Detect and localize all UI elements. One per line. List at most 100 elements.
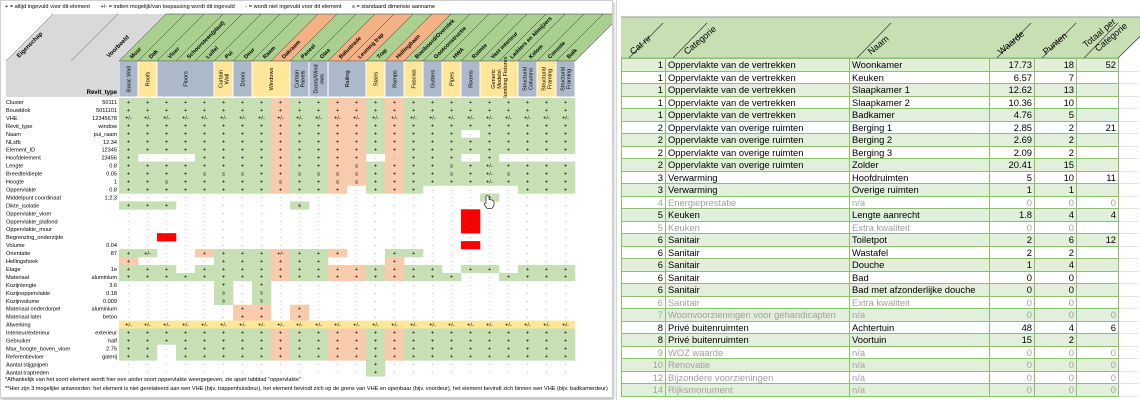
empty-cell[interactable]: [1118, 271, 1139, 284]
naam-cell[interactable]: n/a: [849, 345, 990, 359]
totaal-cell[interactable]: [1076, 258, 1119, 272]
waarde-cell[interactable]: 20.41: [989, 158, 1035, 172]
naam-cell[interactable]: Voortuin: [849, 333, 990, 347]
categorie-cell[interactable]: Privé buitenruimten: [665, 320, 850, 334]
empty-cell[interactable]: [1118, 146, 1139, 159]
categorie-cell[interactable]: WOZ waarde: [665, 345, 850, 359]
categorie-cell[interactable]: Oppervlakte van overige ruimten: [665, 120, 850, 134]
cat-nr-cell[interactable]: 12: [621, 370, 666, 384]
waarde-cell[interactable]: 0: [989, 308, 1035, 322]
totaal-cell[interactable]: 0: [1076, 195, 1119, 209]
empty-cell[interactable]: [1118, 158, 1139, 172]
cat-nr-cell[interactable]: 2: [621, 145, 666, 159]
punten-cell[interactable]: 10: [1034, 170, 1077, 184]
naam-cell[interactable]: Slaapkamer 1: [849, 83, 990, 97]
cat-nr-cell[interactable]: 2: [621, 133, 666, 147]
punten-cell[interactable]: 5: [1034, 108, 1077, 122]
waarde-cell[interactable]: 2.09: [989, 145, 1035, 159]
naam-cell[interactable]: Badkamer: [849, 108, 990, 122]
categorie-cell[interactable]: Verwarming: [665, 170, 850, 184]
punten-cell[interactable]: 6: [1034, 233, 1077, 247]
naam-cell[interactable]: n/a: [849, 195, 990, 209]
categorie-cell[interactable]: Sanitair: [665, 233, 850, 247]
empty-cell[interactable]: [1118, 358, 1139, 372]
empty-cell[interactable]: [1118, 383, 1139, 397]
waarde-cell[interactable]: 0: [989, 270, 1035, 284]
waarde-cell[interactable]: 1.8: [989, 208, 1035, 222]
empty-cell[interactable]: [1118, 83, 1139, 97]
totaal-cell[interactable]: 6: [1076, 320, 1119, 334]
totaal-cell[interactable]: 0: [1076, 308, 1119, 322]
waarde-cell[interactable]: 1: [989, 183, 1035, 197]
empty-cell[interactable]: [1118, 171, 1139, 184]
totaal-cell[interactable]: 0: [1076, 345, 1119, 359]
cat-nr-cell[interactable]: 1: [621, 58, 666, 72]
cat-nr-cell[interactable]: 6: [621, 295, 666, 309]
categorie-cell[interactable]: Sanitair: [665, 295, 850, 309]
punten-cell[interactable]: 2: [1034, 145, 1077, 159]
punten-cell[interactable]: 1: [1034, 183, 1077, 197]
cat-nr-cell[interactable]: 6: [621, 233, 666, 247]
empty-cell[interactable]: [1118, 196, 1139, 209]
categorie-cell[interactable]: Renovatie: [665, 358, 850, 372]
categorie-cell[interactable]: Woonvoorzieningen voor gehandicapten: [665, 308, 850, 322]
categorie-cell[interactable]: Sanitair: [665, 270, 850, 284]
cat-nr-cell[interactable]: 1: [621, 95, 666, 109]
naam-cell[interactable]: Toiletpot: [849, 233, 990, 247]
totaal-cell[interactable]: [1076, 183, 1119, 197]
totaal-cell[interactable]: [1076, 283, 1119, 297]
waarde-cell[interactable]: 5: [989, 170, 1035, 184]
empty-cell[interactable]: [1118, 258, 1139, 272]
punten-cell[interactable]: 0: [1034, 370, 1077, 384]
cat-nr-cell[interactable]: 1: [621, 83, 666, 97]
empty-cell[interactable]: [1118, 208, 1139, 222]
totaal-cell[interactable]: [1076, 245, 1119, 259]
cat-nr-cell[interactable]: 10: [621, 358, 666, 372]
cat-nr-cell[interactable]: 6: [621, 245, 666, 259]
cat-nr-cell[interactable]: 6: [621, 270, 666, 284]
categorie-cell[interactable]: Oppervlakte van overige ruimten: [665, 133, 850, 147]
totaal-cell[interactable]: 0: [1076, 358, 1119, 372]
naam-cell[interactable]: Achtertuin: [849, 320, 990, 334]
naam-cell[interactable]: n/a: [849, 358, 990, 372]
punten-cell[interactable]: 2: [1034, 245, 1077, 259]
waarde-cell[interactable]: 0: [989, 283, 1035, 297]
cat-nr-cell[interactable]: 4: [621, 195, 666, 209]
empty-cell[interactable]: [1118, 108, 1139, 122]
totaal-cell[interactable]: [1076, 95, 1119, 109]
waarde-cell[interactable]: 10.36: [989, 95, 1035, 109]
punten-cell[interactable]: 0: [1034, 283, 1077, 297]
cat-nr-cell[interactable]: 6: [621, 283, 666, 297]
totaal-cell[interactable]: 12: [1076, 233, 1119, 247]
naam-cell[interactable]: Extra kwaliteit: [849, 295, 990, 309]
empty-cell[interactable]: [1118, 333, 1139, 347]
punten-cell[interactable]: 15: [1034, 158, 1077, 172]
categorie-cell[interactable]: Oppervlakte van de vertrekken: [665, 70, 850, 84]
categorie-cell[interactable]: Sanitair: [665, 283, 850, 297]
categorie-cell[interactable]: Keuken: [665, 208, 850, 222]
empty-cell[interactable]: [1118, 221, 1139, 234]
empty-cell[interactable]: [1118, 371, 1139, 384]
waarde-cell[interactable]: 4.76: [989, 108, 1035, 122]
naam-cell[interactable]: Zolder: [849, 158, 990, 172]
waarde-cell[interactable]: 0: [989, 358, 1035, 372]
naam-cell[interactable]: n/a: [849, 383, 990, 397]
waarde-cell[interactable]: 2: [989, 245, 1035, 259]
naam-cell[interactable]: Keuken: [849, 70, 990, 84]
categorie-cell[interactable]: Rijksmonument: [665, 383, 850, 397]
cat-nr-cell[interactable]: 14: [621, 383, 666, 397]
naam-cell[interactable]: n/a: [849, 370, 990, 384]
categorie-cell[interactable]: Privé buitenruimten: [665, 333, 850, 347]
totaal-cell[interactable]: [1076, 83, 1119, 97]
naam-cell[interactable]: Berging 3: [849, 145, 990, 159]
empty-cell[interactable]: [1118, 233, 1139, 247]
categorie-cell[interactable]: Oppervlakte van de vertrekken: [665, 83, 850, 97]
punten-cell[interactable]: 0: [1034, 345, 1077, 359]
totaal-cell[interactable]: [1076, 333, 1119, 347]
totaal-cell[interactable]: [1076, 220, 1119, 234]
empty-cell[interactable]: [1118, 96, 1139, 109]
empty-cell[interactable]: [1118, 121, 1139, 134]
categorie-cell[interactable]: Oppervlakte van overige ruimten: [665, 145, 850, 159]
categorie-cell[interactable]: Energieprestatie: [665, 195, 850, 209]
empty-cell[interactable]: [1118, 321, 1139, 334]
